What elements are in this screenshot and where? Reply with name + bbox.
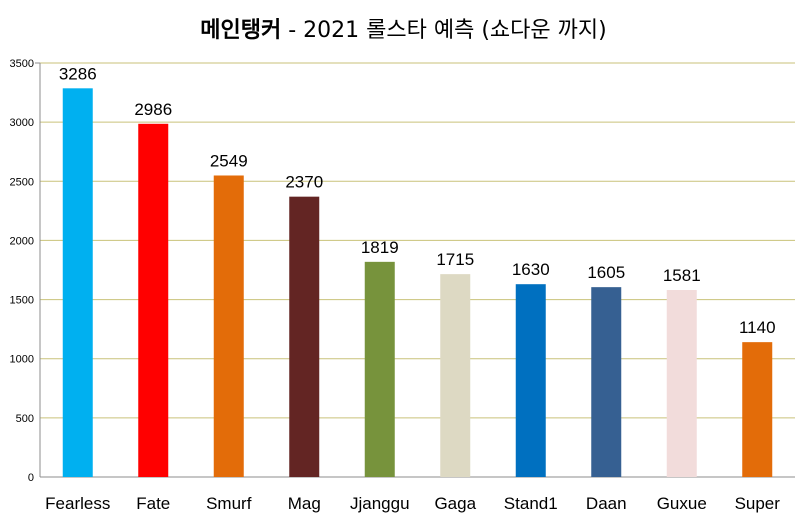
data-label: 2549 (210, 151, 248, 170)
bar (742, 342, 773, 477)
bar (138, 123, 169, 477)
y-tick-label: 0 (28, 472, 34, 484)
bar (213, 175, 244, 477)
data-label: 1140 (739, 318, 776, 337)
data-label: 2370 (285, 173, 323, 192)
y-tick-label: 1000 (10, 354, 34, 366)
x-tick-label: Fearless (45, 494, 110, 513)
chart-title-bold: 메인탱커 (200, 18, 282, 43)
x-tick-label: Daan (586, 494, 627, 513)
bar (515, 284, 546, 477)
y-tick-label: 2500 (10, 176, 34, 188)
y-tick-label: 3500 (10, 58, 34, 70)
chart-title: 메인탱커 - 2021 롤스타 예측 (쇼다운 까지) (0, 12, 807, 44)
y-tick-label: 2000 (10, 235, 34, 247)
data-label: 1605 (587, 263, 625, 282)
bar (364, 261, 395, 477)
data-label: 1715 (436, 250, 474, 269)
x-tick-label: Mag (288, 494, 321, 513)
y-tick-label: 3000 (10, 117, 34, 129)
data-label: 3286 (59, 64, 97, 83)
y-tick-label: 1500 (10, 295, 34, 307)
x-tick-label: Super (735, 494, 781, 513)
x-tick-label: Jjanggu (350, 494, 410, 513)
bar (62, 88, 93, 477)
x-tick-label: Stand1 (504, 494, 558, 513)
x-tick-label: Fate (136, 494, 170, 513)
data-label: 1581 (663, 266, 701, 285)
chart-title-rest: - 2021 롤스타 예측 (쇼다운 까지) (281, 18, 607, 43)
x-tick-label: Gaga (434, 494, 476, 513)
x-tick-label: Smurf (206, 494, 252, 513)
x-tick-label: Guxue (657, 494, 707, 513)
data-label: 2986 (134, 100, 172, 119)
data-label: 1819 (361, 238, 399, 257)
bar (666, 289, 697, 477)
bar (591, 287, 622, 477)
data-label: 1630 (512, 260, 550, 279)
y-tick-label: 500 (16, 413, 34, 425)
bar (289, 196, 320, 478)
bar (440, 274, 471, 477)
